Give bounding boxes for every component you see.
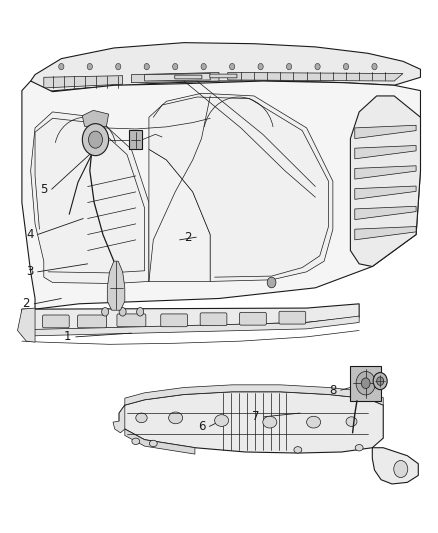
Circle shape [258, 63, 263, 70]
Polygon shape [228, 72, 403, 81]
Text: 2: 2 [184, 231, 192, 244]
Circle shape [356, 372, 375, 395]
Polygon shape [355, 166, 416, 179]
Polygon shape [119, 392, 383, 453]
Text: 8: 8 [329, 384, 336, 397]
Circle shape [119, 308, 126, 316]
Polygon shape [31, 43, 420, 92]
Polygon shape [372, 448, 418, 484]
Circle shape [144, 63, 149, 70]
Circle shape [201, 63, 206, 70]
Text: 6: 6 [198, 420, 205, 433]
Polygon shape [22, 304, 359, 330]
Circle shape [394, 461, 408, 478]
Text: 7: 7 [252, 410, 260, 423]
Circle shape [230, 63, 235, 70]
Ellipse shape [294, 447, 302, 453]
Text: 5: 5 [40, 183, 47, 196]
Circle shape [88, 131, 102, 148]
Polygon shape [355, 146, 416, 159]
Polygon shape [145, 74, 210, 81]
Circle shape [137, 308, 144, 316]
Circle shape [377, 377, 384, 385]
Circle shape [116, 63, 121, 70]
Circle shape [87, 63, 92, 70]
Polygon shape [22, 316, 359, 336]
Polygon shape [31, 112, 149, 284]
Polygon shape [355, 186, 416, 199]
Polygon shape [129, 130, 142, 149]
Polygon shape [355, 227, 416, 240]
Polygon shape [131, 72, 219, 83]
Ellipse shape [307, 416, 321, 428]
Polygon shape [82, 110, 109, 126]
Ellipse shape [136, 413, 147, 423]
FancyBboxPatch shape [175, 75, 202, 79]
Text: 4: 4 [26, 228, 34, 241]
Ellipse shape [346, 417, 357, 426]
Circle shape [286, 63, 292, 70]
Ellipse shape [132, 438, 140, 445]
Circle shape [102, 308, 109, 316]
Polygon shape [44, 76, 123, 88]
Text: 2: 2 [22, 297, 30, 310]
Text: 3: 3 [26, 265, 33, 278]
Ellipse shape [169, 412, 183, 424]
Circle shape [372, 63, 377, 70]
FancyBboxPatch shape [279, 311, 306, 324]
Circle shape [361, 378, 370, 389]
Circle shape [173, 63, 178, 70]
Circle shape [59, 63, 64, 70]
FancyBboxPatch shape [117, 314, 146, 327]
FancyBboxPatch shape [78, 315, 106, 328]
FancyBboxPatch shape [161, 314, 187, 327]
Polygon shape [125, 385, 383, 405]
Polygon shape [149, 93, 333, 281]
Ellipse shape [215, 415, 229, 426]
Polygon shape [355, 125, 416, 139]
Circle shape [343, 63, 349, 70]
FancyBboxPatch shape [240, 312, 266, 325]
Polygon shape [350, 366, 381, 401]
Polygon shape [18, 308, 35, 342]
Polygon shape [149, 149, 210, 281]
Text: 1: 1 [64, 330, 72, 343]
Polygon shape [22, 81, 420, 309]
Polygon shape [350, 96, 420, 266]
FancyBboxPatch shape [200, 313, 227, 326]
FancyBboxPatch shape [42, 315, 69, 328]
Polygon shape [125, 429, 195, 454]
Polygon shape [355, 206, 416, 220]
Circle shape [373, 373, 387, 390]
Ellipse shape [263, 416, 277, 428]
Polygon shape [113, 405, 125, 433]
FancyBboxPatch shape [210, 74, 237, 78]
Circle shape [267, 277, 276, 288]
Ellipse shape [355, 445, 363, 451]
Ellipse shape [149, 440, 157, 447]
Circle shape [315, 63, 320, 70]
Circle shape [82, 124, 109, 156]
Polygon shape [107, 261, 125, 310]
